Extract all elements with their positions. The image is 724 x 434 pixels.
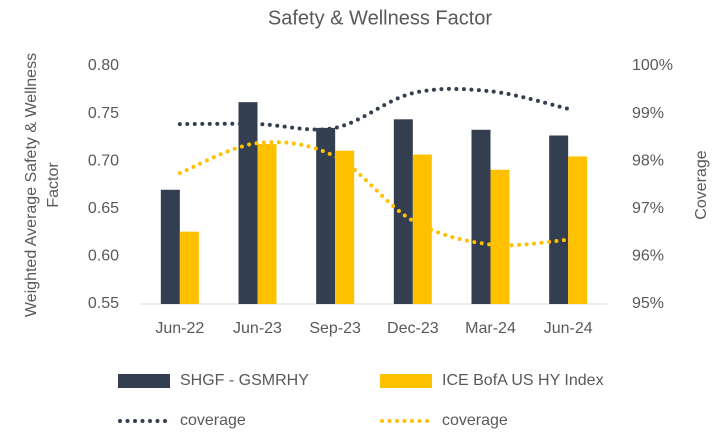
legend-swatch <box>380 374 432 388</box>
y2-tick-label: 95% <box>632 295 664 312</box>
y-tick-label: 0.75 <box>88 105 119 122</box>
chart-title: Safety & Wellness Factor <box>268 7 493 29</box>
bar <box>412 154 432 304</box>
x-tick-label: Jun-23 <box>233 320 282 337</box>
bar <box>393 119 413 304</box>
x-tick-label: Dec-23 <box>387 320 439 337</box>
x-tick-label: Sep-23 <box>309 320 361 337</box>
legend-swatch <box>118 374 170 388</box>
y2-tick-label: 100% <box>632 57 673 74</box>
coverage-line <box>177 86 571 132</box>
x-tick-label: Jun-22 <box>155 320 204 337</box>
bar <box>316 127 336 304</box>
y-axis-label: Factor <box>45 162 62 208</box>
y-axis-label: Weighted Average Safety & Wellness <box>23 53 40 317</box>
coverage-line <box>177 140 571 248</box>
bar <box>160 189 180 304</box>
bar <box>549 135 569 304</box>
legend-label: SHGF - GSMRHY <box>180 372 309 389</box>
bar <box>179 231 199 304</box>
bar <box>471 129 491 304</box>
y2-tick-label: 98% <box>632 152 664 169</box>
y-tick-label: 0.55 <box>88 295 119 312</box>
legend-label: coverage <box>180 412 246 429</box>
bar <box>238 102 258 305</box>
y2-axis-label: Coverage <box>693 150 710 219</box>
y2-tick-label: 97% <box>632 200 664 217</box>
y-tick-label: 0.80 <box>88 57 119 74</box>
x-tick-label: Jun-24 <box>544 320 593 337</box>
bar <box>568 156 588 304</box>
bar <box>335 150 355 304</box>
bar <box>257 144 277 304</box>
y-tick-label: 0.60 <box>88 248 119 265</box>
bar <box>490 169 510 304</box>
y2-tick-label: 99% <box>632 105 664 122</box>
legend-label: ICE BofA US HY Index <box>442 372 604 389</box>
x-tick-label: Mar-24 <box>465 320 516 337</box>
y-tick-label: 0.65 <box>88 200 119 217</box>
y2-tick-label: 96% <box>632 248 664 265</box>
y-tick-label: 0.70 <box>88 152 119 169</box>
legend-label: coverage <box>442 412 508 429</box>
